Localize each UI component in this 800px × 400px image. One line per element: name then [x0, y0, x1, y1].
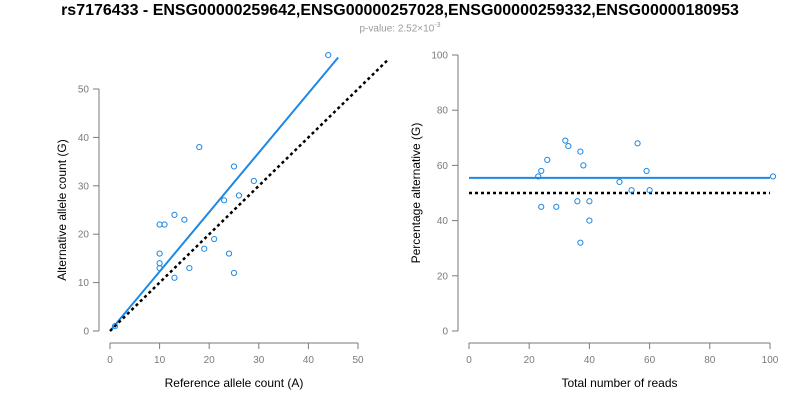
panel2-data-point: [544, 156, 551, 163]
panel2-data-point: [565, 142, 572, 150]
panel1-data-point: [181, 216, 188, 223]
panel2-x-tick-label: 100: [762, 355, 779, 366]
panel1-data-point: [230, 163, 238, 170]
panel1-data-point: [161, 221, 168, 228]
panel1-y-tick-label: 20: [78, 230, 90, 241]
panel2-data-point: [769, 173, 777, 180]
panel1-x-tick-label: 0: [107, 355, 113, 366]
panel1-x-tick-label: 30: [253, 355, 265, 366]
panel2-data-point: [643, 167, 650, 175]
panel1-data-point: [220, 197, 228, 204]
panel2-y-axis-label: Percentage alternative (G): [409, 123, 423, 264]
panel2-y-tick-label: 80: [437, 106, 449, 117]
panel2-data-point: [538, 203, 545, 210]
panel1-data-point: [156, 221, 163, 228]
panel2-y-tick-label: 60: [437, 161, 449, 172]
panel2-y-tick-label: 0: [442, 327, 448, 338]
panel1-x-tick-label: 20: [204, 355, 216, 366]
panel1-y-tick-label: 40: [78, 133, 90, 144]
chart-title: rs7176433 - ENSG00000259642,ENSG00000257…: [61, 2, 739, 19]
panel2-data-point: [577, 239, 584, 246]
panel2-data-point: [634, 140, 641, 147]
panel2-data-point: [646, 187, 653, 194]
panel2-x-tick-label: 60: [644, 355, 656, 366]
panel2-data-point: [586, 217, 593, 224]
panel1-x-tick-label: 40: [303, 355, 315, 366]
panel2-data-point: [580, 162, 587, 169]
panel1-data-point: [111, 323, 119, 330]
panel1-fit-line: [109, 56, 339, 332]
panel1-data-point: [156, 260, 163, 267]
panel1-data-point: [171, 274, 178, 281]
panel1-data-point: [186, 264, 193, 272]
panel2-x-tick-label: 20: [524, 355, 536, 366]
panel2-data-point: [562, 137, 569, 144]
panel2-data-point: [538, 167, 545, 175]
panel1-data-point: [171, 211, 178, 218]
panel1-data-point: [325, 52, 332, 59]
panel1-data-point: [211, 235, 218, 243]
panel2-data-point: [616, 178, 623, 186]
panel1-x-axis-label: Reference allele count (A): [165, 376, 304, 390]
panel2-data-point: [574, 198, 581, 205]
panel1-y-axis-label: Alternative allele count (G): [55, 139, 69, 280]
panel2-data-point: [577, 148, 584, 155]
panel2-x-tick-label: 40: [584, 355, 596, 366]
panel1-y-tick-label: 0: [83, 327, 89, 338]
panel1-data-point: [196, 143, 203, 151]
panel1-data-point: [201, 245, 208, 252]
panel1-data-point: [250, 177, 257, 185]
panel1-data-point: [156, 250, 163, 257]
chart-subtitle: p-value: 2.52×10-3: [0, 22, 800, 34]
panel2-y-tick-label: 40: [437, 216, 449, 227]
panel2-x-tick-label: 80: [704, 355, 716, 366]
panel1-y-tick-label: 10: [78, 278, 90, 289]
panel1-x-tick-label: 10: [154, 355, 166, 366]
panel1-data-point: [230, 269, 238, 277]
p-value-exponent: -3: [434, 22, 441, 29]
panel1-data-point: [225, 250, 233, 257]
panel2-data-point: [628, 187, 635, 194]
panel1-data-point: [235, 192, 243, 199]
p-value-text: p-value: 2.52×10: [359, 23, 435, 35]
panel1-reference-line: [109, 59, 389, 332]
panel1-x-tick-label: 50: [352, 355, 364, 366]
panel2-x-axis-label: Total number of reads: [561, 376, 677, 390]
panel2-y-tick-label: 20: [437, 271, 449, 282]
panel2-y-tick-label: 100: [431, 51, 448, 62]
panel1-y-tick-label: 50: [78, 85, 90, 96]
panel2-data-point: [586, 198, 593, 205]
panel1-y-tick-label: 30: [78, 181, 90, 192]
panel2-data-point: [535, 173, 542, 180]
panel2-x-tick-label: 0: [466, 355, 472, 366]
panel2-data-point: [553, 203, 560, 210]
